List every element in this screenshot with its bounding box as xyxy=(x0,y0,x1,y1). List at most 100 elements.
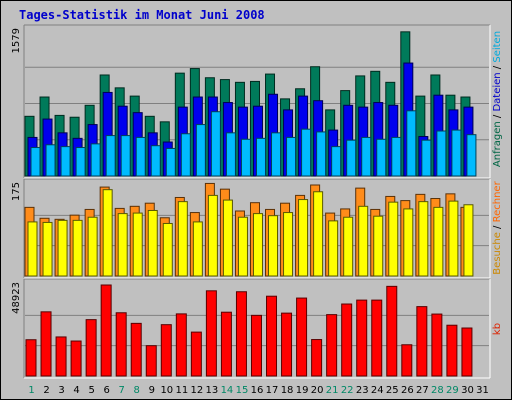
x-tick-label-day-14: 14 xyxy=(221,385,234,396)
bar-rechner-day-22 xyxy=(343,216,354,277)
bar-seiten-day-3 xyxy=(60,146,71,177)
bar-seiten-day-19 xyxy=(301,128,312,177)
bar-rechner-day-7 xyxy=(117,213,128,277)
bar-seiten-day-2 xyxy=(45,144,56,177)
bar-kb-day-9 xyxy=(145,345,157,377)
bar-kb-day-30 xyxy=(461,327,473,377)
bar-kb-day-26 xyxy=(401,344,413,377)
bar-seiten-day-10 xyxy=(165,147,176,177)
bar-kb-day-29 xyxy=(446,324,458,377)
x-tick-label-day-28: 28 xyxy=(431,385,444,396)
x-tick-label-day-12: 12 xyxy=(191,385,204,396)
bar-rechner-day-29 xyxy=(448,200,459,277)
bar-rechner-day-17 xyxy=(268,215,279,277)
bar-seiten-day-5 xyxy=(90,143,101,177)
bar-kb-day-5 xyxy=(85,319,97,377)
legend-separator: / xyxy=(492,222,503,232)
x-tick-label-day-30: 30 xyxy=(461,385,474,396)
bar-rechner-day-25 xyxy=(388,201,399,277)
legend-visits: Besuche / Rechner xyxy=(492,180,503,274)
bar-kb-day-28 xyxy=(431,313,443,377)
x-tick-label-day-20: 20 xyxy=(311,385,324,396)
y-max-label: 1579 xyxy=(11,28,22,53)
bar-rechner-day-14 xyxy=(222,199,233,277)
bar-kb-day-4 xyxy=(70,340,82,377)
bar-rechner-day-8 xyxy=(132,212,143,277)
bar-rechner-day-13 xyxy=(207,194,218,277)
bar-kb-day-21 xyxy=(326,314,338,377)
bar-rechner-day-9 xyxy=(147,209,158,277)
bar-seiten-day-9 xyxy=(150,145,161,177)
bar-seiten-day-6 xyxy=(105,135,116,177)
bar-seiten-day-4 xyxy=(75,147,86,177)
x-tick-label-day-7: 7 xyxy=(119,385,125,396)
x-tick-label-day-3: 3 xyxy=(58,385,64,396)
bar-kb-day-20 xyxy=(311,339,323,377)
bar-kb-day-10 xyxy=(160,324,172,377)
bar-kb-day-24 xyxy=(371,299,383,377)
bar-kb-day-22 xyxy=(341,303,353,377)
bar-seiten-day-26 xyxy=(406,110,417,177)
bar-rechner-day-12 xyxy=(192,221,203,277)
bar-kb-day-8 xyxy=(130,322,142,377)
legend-entry-dateien: Dateien xyxy=(492,72,503,111)
bar-kb-day-12 xyxy=(190,331,202,377)
legend-entry-rechner: Rechner xyxy=(492,180,503,222)
legend-entry-seiten: Seiten xyxy=(492,31,503,63)
x-tick-label-day-10: 10 xyxy=(160,385,173,396)
x-tick-label-day-4: 4 xyxy=(73,385,79,396)
legend-entry-kb: kb xyxy=(492,323,503,335)
bar-kb-day-6 xyxy=(100,284,112,377)
bar-kb-day-14 xyxy=(220,311,232,377)
bar-seiten-day-21 xyxy=(331,146,342,177)
bar-kb-day-13 xyxy=(205,290,217,377)
x-tick-label-day-31: 31 xyxy=(476,385,489,396)
bar-seiten-day-28 xyxy=(436,130,447,177)
panel-kb: 48923 kb xyxy=(11,278,503,379)
bar-seiten-day-16 xyxy=(255,137,266,177)
x-tick-label-day-13: 13 xyxy=(206,385,219,396)
bar-seiten-day-11 xyxy=(180,133,191,177)
x-tick-label-day-11: 11 xyxy=(175,385,188,396)
bar-kb-day-2 xyxy=(40,311,52,377)
legend-kb: kb xyxy=(492,323,503,335)
bar-rechner-day-6 xyxy=(102,189,113,277)
x-tick-label-day-1: 1 xyxy=(28,385,34,396)
x-tick-label-day-2: 2 xyxy=(43,385,49,396)
bar-seiten-day-27 xyxy=(421,139,432,177)
bar-rechner-day-21 xyxy=(328,220,339,277)
x-tick-label-day-26: 26 xyxy=(401,385,414,396)
y-max-label: 48923 xyxy=(11,282,22,314)
bar-seiten-day-12 xyxy=(195,124,206,177)
bar-seiten-day-7 xyxy=(120,135,131,177)
bar-seiten-day-25 xyxy=(391,136,402,177)
bar-seiten-day-22 xyxy=(346,139,357,177)
bar-seiten-day-17 xyxy=(271,132,282,177)
bar-seiten-day-14 xyxy=(225,132,236,177)
legend-access: Anfragen / Dateien / Seiten xyxy=(492,31,503,167)
bar-seiten-day-1 xyxy=(30,147,41,177)
y-max-label: 175 xyxy=(11,182,22,201)
x-tick-label-day-17: 17 xyxy=(266,385,279,396)
legend-entry-besuche: Besuche xyxy=(492,232,503,275)
bar-rechner-day-26 xyxy=(403,208,414,277)
bar-rechner-day-4 xyxy=(72,219,83,277)
x-tick-label-day-19: 19 xyxy=(296,385,309,396)
bar-kb-day-16 xyxy=(250,314,262,377)
bar-rechner-day-18 xyxy=(283,212,294,277)
bar-kb-day-17 xyxy=(266,295,278,377)
x-tick-label-day-18: 18 xyxy=(281,385,294,396)
bar-kb-day-19 xyxy=(296,297,308,377)
bar-rechner-day-15 xyxy=(237,216,248,277)
x-tick-label-day-8: 8 xyxy=(134,385,140,396)
bar-seiten-day-20 xyxy=(316,131,327,177)
legend-separator: / xyxy=(492,112,503,122)
x-tick-label-day-9: 9 xyxy=(149,385,155,396)
bar-rechner-day-24 xyxy=(373,215,384,277)
x-tick-label-day-24: 24 xyxy=(371,385,384,396)
bar-seiten-day-18 xyxy=(286,136,297,177)
x-tick-label-day-22: 22 xyxy=(341,385,354,396)
bar-rechner-day-3 xyxy=(57,219,68,277)
x-tick-label-day-27: 27 xyxy=(416,385,429,396)
